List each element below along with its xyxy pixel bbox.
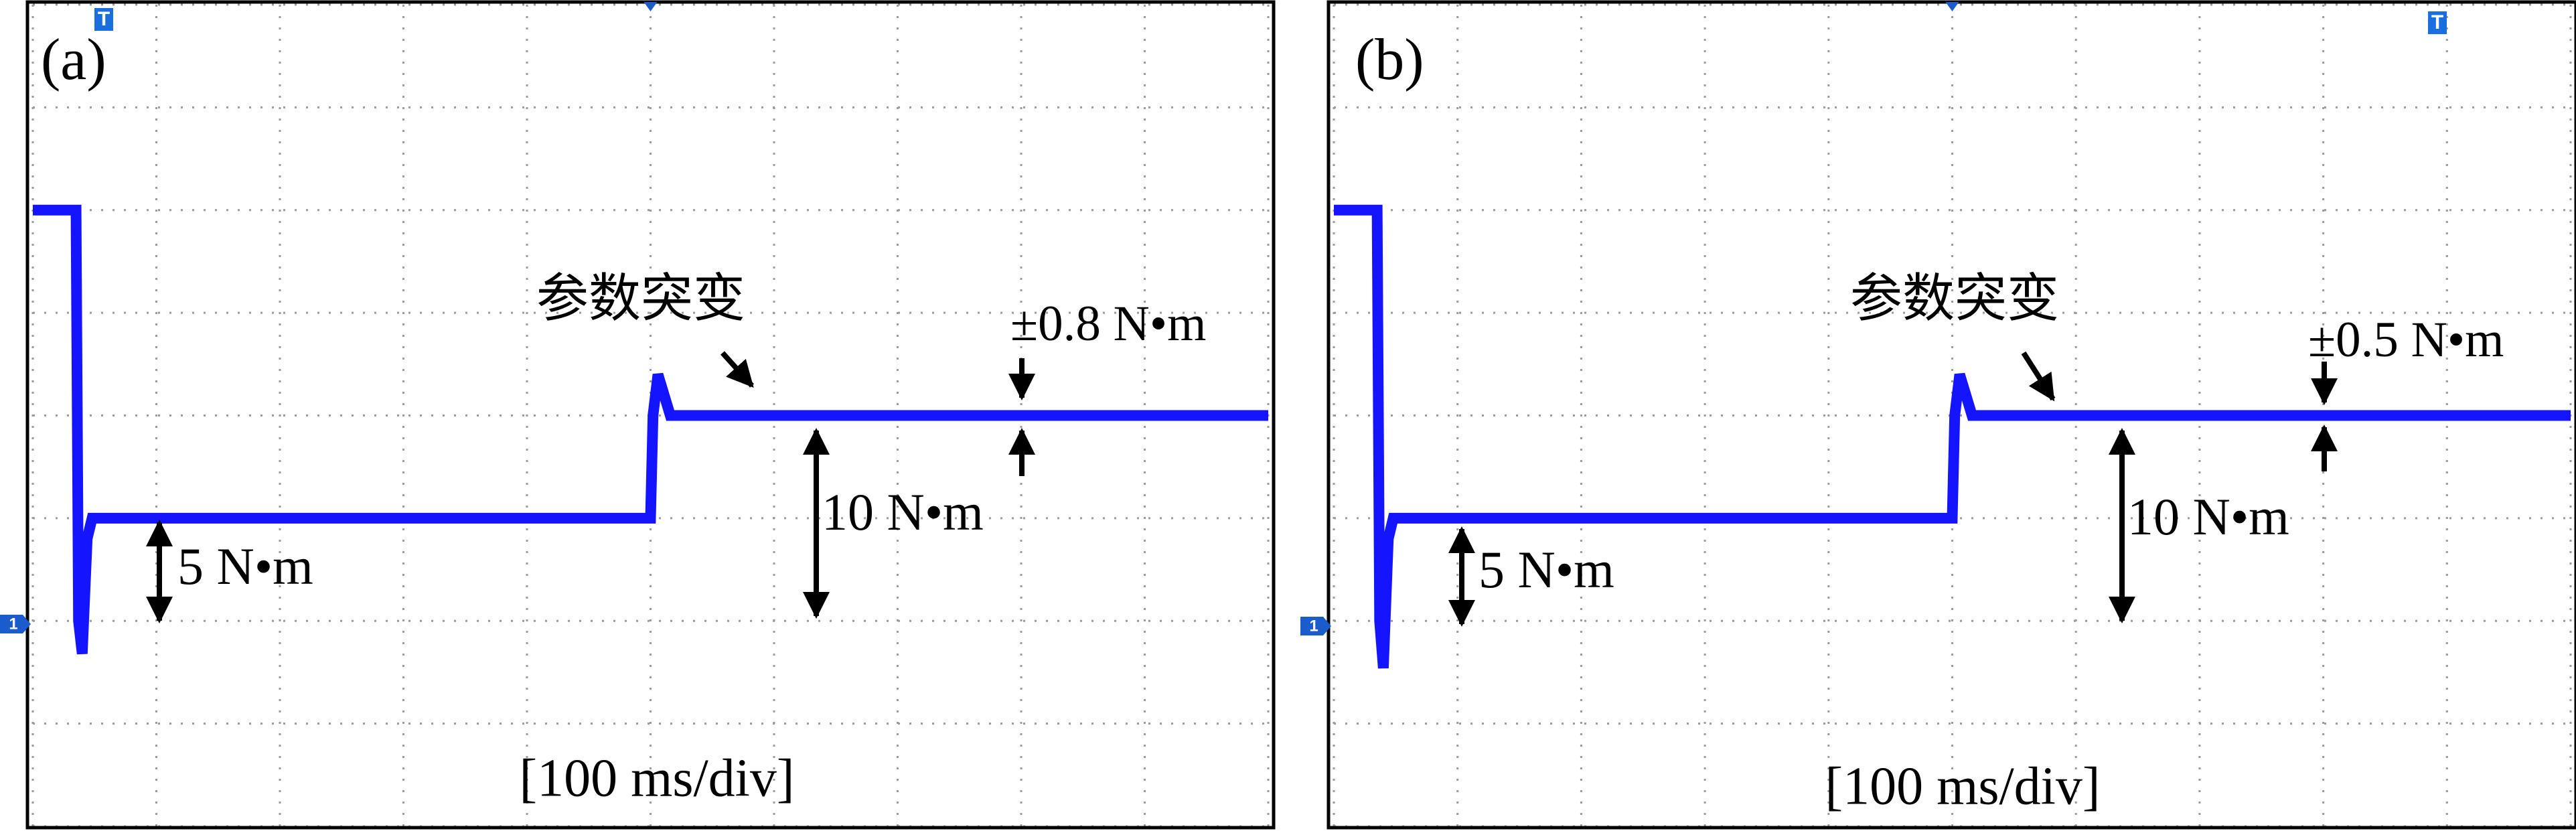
arrow [721,351,754,388]
annotation: 10 N•m [2127,487,2289,546]
trace [33,204,1268,655]
channel-marker-bg [0,615,31,633]
panel-label: (a) [41,27,106,92]
panel-label: (b) [1355,27,1424,92]
channel-marker: 1 [1309,617,1318,635]
trigger-marker: T [98,8,110,30]
channel-marker-bg [1300,617,1331,635]
trace [1334,204,2571,669]
annotation: 参数突变 [1850,269,2059,327]
trigger-marker: T [2431,11,2443,33]
annotation: [100 ms/div] [519,749,794,808]
annotation: 5 N•m [1479,540,1614,599]
trigger-marker-bg [94,8,113,31]
trigger-position [643,2,658,11]
channel-marker: 1 [9,615,17,633]
arrow [2021,351,2056,402]
annotation: ±0.5 N•m [2308,312,2504,368]
annotation: [100 ms/div] [1825,757,2100,816]
annotation: 10 N•m [822,483,984,541]
trigger-position [1945,2,1959,11]
annotation: ±0.8 N•m [1010,296,1206,352]
annotation: 5 N•m [177,537,313,595]
annotation: 参数突变 [536,269,745,327]
trigger-marker-bg [2428,11,2447,34]
